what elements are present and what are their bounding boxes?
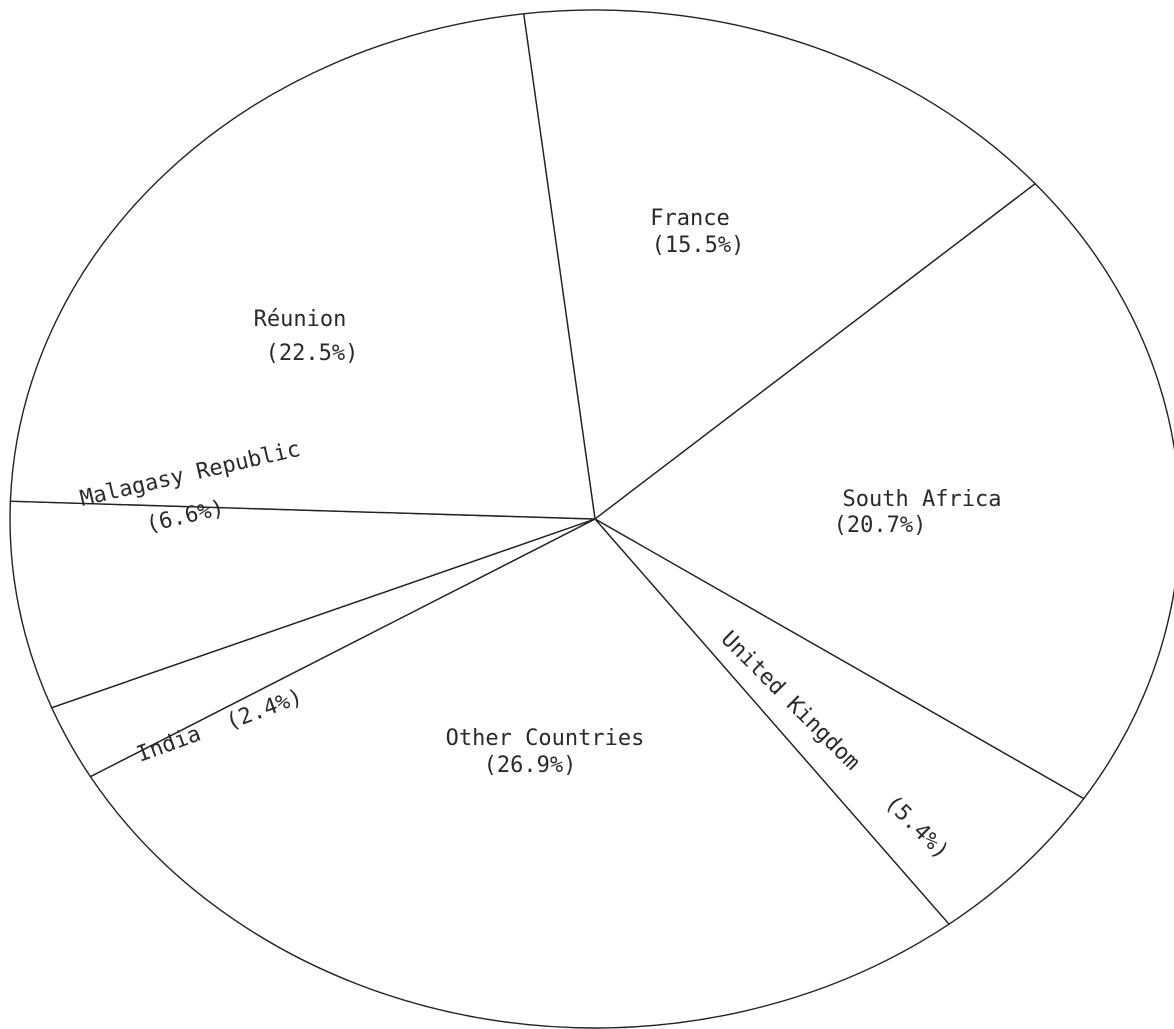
slice-label-south-africa: South Africa <box>843 487 1002 512</box>
pie-slice-r-union <box>9 13 596 520</box>
slice-label-reunion: Réunion <box>254 307 347 332</box>
slice-pct-france: (15.5%) <box>652 233 745 258</box>
slice-pct-reunion: (22.5%) <box>266 341 359 366</box>
label-south-africa: South Africa (20.7%) <box>834 487 1002 538</box>
pie-slice-malagasy-republic <box>9 500 596 709</box>
label-france: France (15.5%) <box>650 206 744 258</box>
slice-pct-other-countries: (26.9%) <box>484 753 577 778</box>
label-other-countries: Other Countries (26.9%) <box>446 726 645 778</box>
slice-pct-south-africa: (20.7%) <box>834 513 927 538</box>
pie-slice-south-africa <box>594 183 1174 800</box>
pie-slices <box>9 9 1174 1029</box>
pie-slice-united-kingdom <box>594 518 1085 925</box>
pie-slice-france <box>523 9 1036 520</box>
pie-slice-other-countries <box>89 518 950 1029</box>
slice-label-other-countries: Other Countries <box>446 726 645 751</box>
label-reunion: Réunion (22.5%) <box>254 307 359 366</box>
slice-label-france: France <box>650 206 729 231</box>
